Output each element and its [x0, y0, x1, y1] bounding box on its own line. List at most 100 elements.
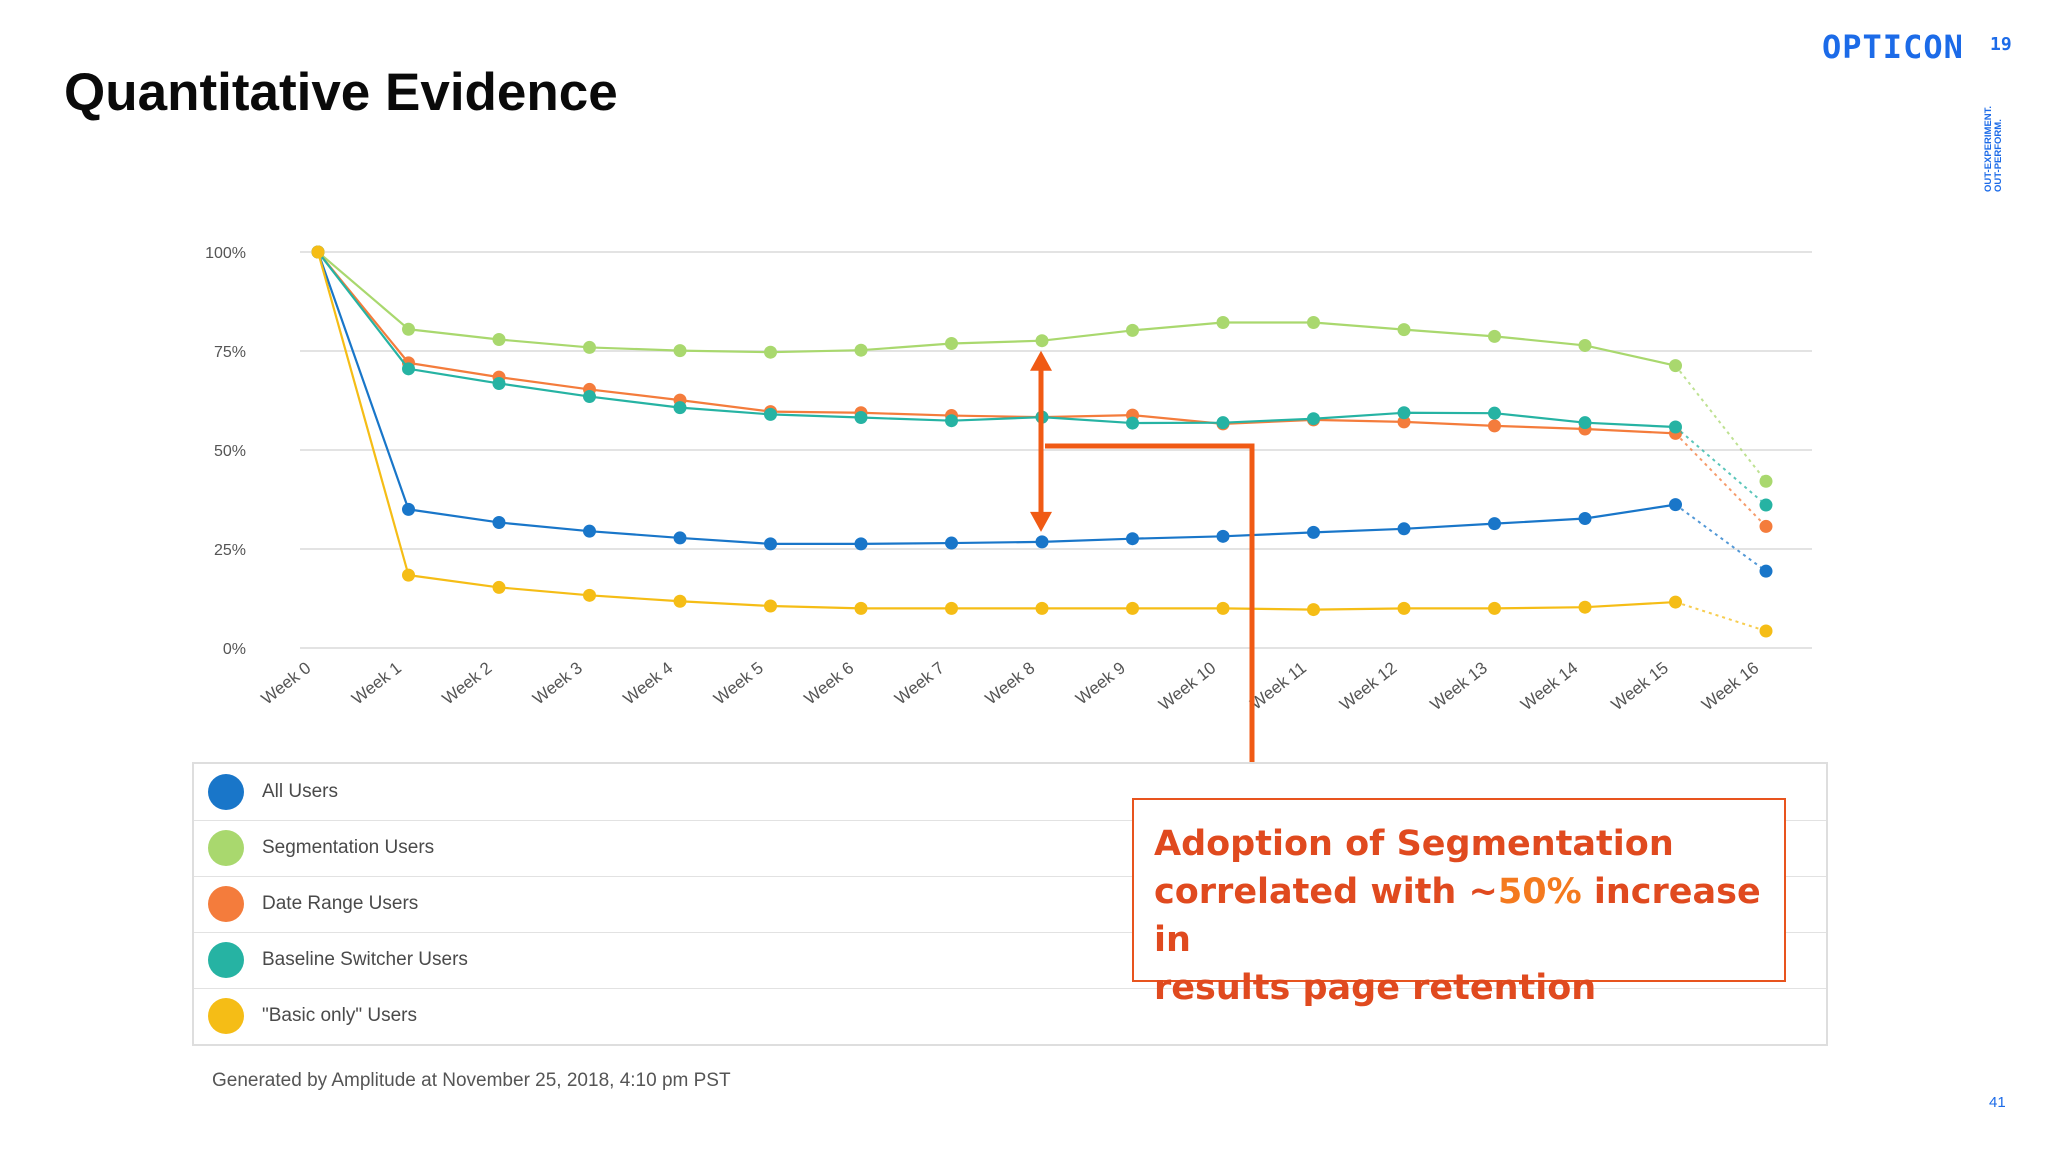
x-tick-label: Week 13: [1427, 658, 1491, 714]
data-point: [945, 601, 958, 615]
annotation-line-2-suffix: increase in: [1154, 872, 1761, 960]
page-number: 41: [1989, 1094, 2006, 1111]
x-tick-label: Week 2: [439, 658, 496, 708]
generated-note: Generated by Amplitude at November 25, 2…: [212, 1070, 731, 1091]
data-point: [583, 390, 596, 404]
legend-item: Date Range Users: [194, 876, 1826, 933]
data-point: [1578, 512, 1592, 526]
data-point: [1307, 412, 1320, 426]
data-point: [1216, 315, 1230, 329]
data-point: [311, 245, 325, 259]
data-point: [402, 362, 415, 376]
series-projection-line: [1674, 432, 1767, 528]
legend-swatch: [208, 830, 244, 866]
annotation-percent: 50%: [1497, 872, 1582, 912]
data-point: [1488, 329, 1501, 343]
data-point: [1307, 603, 1320, 617]
data-point: [1397, 323, 1411, 337]
legend-label: "Basic only" Users: [262, 1005, 417, 1026]
y-tick-label: 50%: [214, 443, 246, 460]
data-point: [1216, 601, 1230, 615]
x-tick-label: Week 5: [710, 658, 767, 708]
arrow-head-up: [1030, 350, 1052, 371]
x-tick-label: Week 12: [1336, 658, 1400, 714]
legend-label: Segmentation Users: [262, 837, 435, 858]
legend-swatch: [208, 886, 244, 922]
series-line: [317, 251, 1676, 367]
annotation-connector: [1045, 443, 1255, 790]
data-point: [1759, 519, 1773, 533]
x-tick-label: Week 10: [1155, 658, 1219, 714]
data-point: [945, 336, 958, 350]
data-point: [673, 594, 687, 608]
legend-label: Baseline Switcher Users: [262, 949, 468, 970]
x-tick-label: Week 9: [1072, 658, 1129, 708]
data-point: [1669, 498, 1682, 512]
data-point: [1126, 323, 1139, 337]
y-tick-label: 75%: [214, 344, 246, 361]
x-tick-label: Week 16: [1698, 658, 1762, 714]
y-tick-label: 0%: [223, 641, 246, 658]
data-point: [854, 601, 868, 615]
data-point: [1397, 601, 1411, 615]
y-tick-label: 25%: [214, 542, 246, 559]
data-point: [673, 344, 687, 358]
x-tick-label: Week 14: [1517, 658, 1581, 714]
data-point: [1126, 416, 1139, 430]
arrow-head-down: [1030, 511, 1052, 532]
data-point: [1488, 406, 1501, 420]
data-point: [1759, 564, 1773, 578]
data-point: [1397, 522, 1411, 536]
data-point: [1759, 474, 1773, 488]
annotation-text: Adoption of Segmentation correlated with…: [1154, 820, 1764, 1012]
series-line: [316, 251, 1676, 545]
legend-item: Baseline Switcher Users: [194, 932, 1826, 989]
data-point: [1578, 600, 1592, 614]
data-point: [583, 524, 596, 538]
data-point: [764, 537, 777, 551]
data-point: [945, 536, 958, 550]
legend-swatch: [208, 942, 244, 978]
data-point: [492, 580, 506, 594]
data-point: [1307, 315, 1320, 329]
x-tick-label: Week 7: [891, 658, 948, 708]
x-tick-label: Week 0: [258, 658, 315, 708]
data-point: [402, 322, 415, 336]
data-point: [1216, 529, 1230, 543]
data-point: [402, 568, 415, 582]
series-projection-line: [1675, 601, 1767, 632]
data-point: [1307, 525, 1320, 539]
legend-item: Segmentation Users: [194, 820, 1826, 877]
data-point: [1578, 416, 1592, 430]
series-line: [316, 251, 1676, 611]
legend-item: "Basic only" Users: [194, 988, 1826, 1044]
legend-item: All Users: [194, 764, 1826, 821]
data-point: [1035, 334, 1049, 348]
logo-wordmark: OPTICON: [1822, 28, 1964, 66]
series-projection-line: [1674, 503, 1767, 572]
data-point: [945, 414, 958, 428]
series-projection-line: [1674, 365, 1767, 482]
data-point: [673, 401, 687, 415]
data-point: [1126, 532, 1139, 546]
data-point: [764, 599, 777, 613]
logo-superscript: 19: [1990, 34, 2012, 55]
series-line: [317, 251, 1676, 429]
data-point: [492, 333, 506, 347]
annotation-line-2-prefix: correlated with ~: [1154, 872, 1498, 912]
x-tick-label: Week 15: [1608, 658, 1672, 714]
data-point: [1759, 624, 1773, 638]
data-point: [1035, 601, 1049, 615]
data-point: [764, 407, 777, 421]
annotation-box: Adoption of Segmentation correlated with…: [1132, 798, 1786, 1008]
data-point: [492, 515, 506, 529]
slide-title: Quantitative Evidence: [64, 63, 618, 122]
y-tick-label: 100%: [205, 245, 246, 262]
data-point: [1397, 406, 1411, 420]
legend-label: All Users: [262, 781, 339, 802]
data-point: [402, 502, 415, 516]
data-point: [1126, 601, 1139, 615]
data-point: [1669, 420, 1682, 434]
legend-swatch: [208, 998, 244, 1034]
